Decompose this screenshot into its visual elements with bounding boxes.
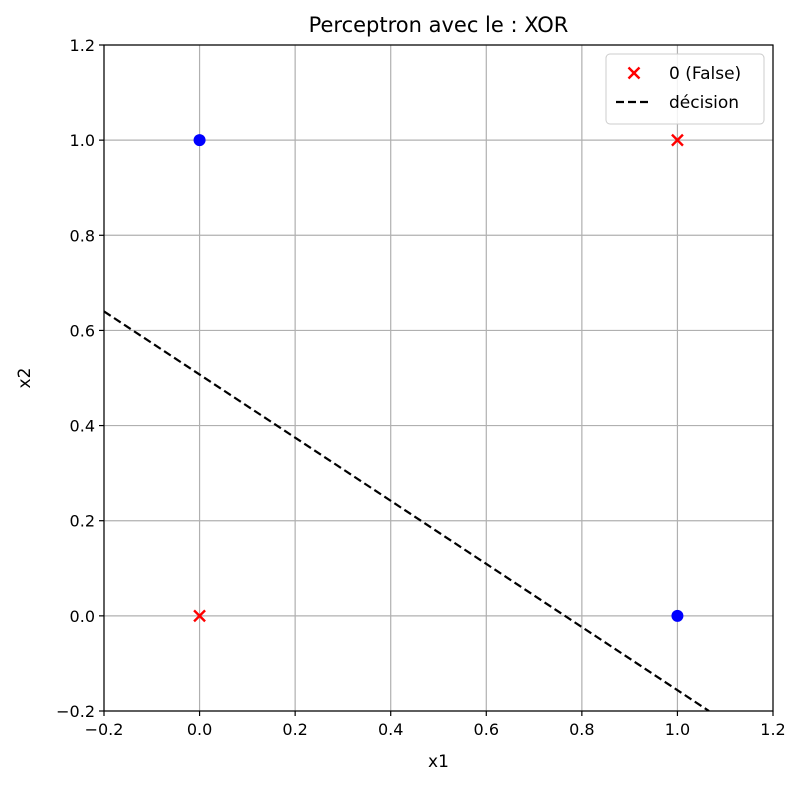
y-axis-label: x2 [15,368,35,389]
y-tick-label: 0.0 [70,607,95,626]
x-tick-label: 0.6 [474,720,499,739]
x-tick-label: 1.0 [665,720,690,739]
y-tick-label: 1.0 [70,131,95,150]
y-tick-label: 1.2 [70,36,95,55]
plot-frame [103,44,774,712]
decision-line [104,310,710,711]
scatter-point-circle [193,134,206,147]
x-tick-label: −0.2 [85,720,124,739]
y-tick-label: 0.6 [70,321,95,340]
legend-label: décision [669,93,739,113]
axes-ticks: −0.2 0.0 0.2 0.4 0.6 0.8 1.0 1.2 −0.2 0.0 0.2 0.4 0.… [56,36,786,739]
x-tick-label: 0.2 [282,720,307,739]
x-tick-label: 0.0 [187,720,212,739]
x-tick-label: 0.4 [378,720,403,739]
y-tick-label: −0.2 [56,702,95,721]
y-tick-label: 0.2 [70,512,95,531]
legend-box [605,53,765,125]
plot-area [104,133,710,711]
scatter-point-circle [671,609,684,622]
legend-entry: 0 (False) [627,64,741,84]
scatter-point-x [671,133,684,147]
legend-entry: décision [616,93,739,113]
x-tick-label: 0.8 [569,720,594,739]
chart-title: Perceptron avec le : XOR [309,13,569,37]
x-axis-label: x1 [428,752,449,772]
y-tick-label: 0.4 [70,417,95,436]
x-tick-label: 1.2 [760,720,785,739]
legend-label: 0 (False) [669,64,741,84]
scatter-point-x [193,609,206,623]
legend: 0 (False) décision [605,53,765,125]
y-tick-label: 0.8 [70,226,95,245]
